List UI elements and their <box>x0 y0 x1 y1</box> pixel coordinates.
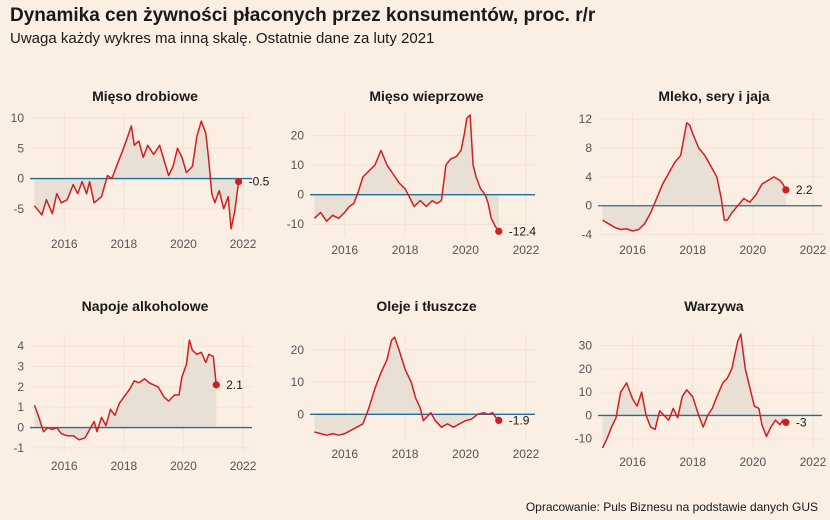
y-tick-label: -1 <box>13 441 24 455</box>
end-point <box>782 418 790 427</box>
y-tick-label: 2 <box>17 380 24 394</box>
y-tick-label: 3 <box>17 360 24 374</box>
panel-title: Mięso wieprzowe <box>369 88 484 104</box>
series-line <box>602 122 787 232</box>
end-point <box>495 416 503 425</box>
x-tick-label: 2018 <box>111 459 138 473</box>
y-tick-label: 20 <box>579 362 593 376</box>
end-value-label: -3 <box>796 415 807 429</box>
x-tick-label: 2022 <box>513 447 540 461</box>
end-value-label: -1.9 <box>509 413 530 427</box>
x-tick-label: 2016 <box>51 237 78 251</box>
series-line <box>313 114 500 232</box>
x-tick-label: 2022 <box>230 459 257 473</box>
y-tick-label: -10 <box>287 217 305 231</box>
series-area <box>314 115 499 232</box>
panel-5: Oleje i tłuszcze -1.9 0 10 20 2016 2018 2020 202… <box>291 298 540 461</box>
chart-subtitle: Uwaga każdy wykres ma inną skalę. Ostatn… <box>10 30 435 47</box>
panel-3: Mleko, sery i jaja 2.2 -4 0 4 8 12 2016 2018 2020… <box>579 88 827 257</box>
y-tick-label: 20 <box>291 343 305 357</box>
y-tick-label: 12 <box>579 112 593 126</box>
x-tick-label: 2020 <box>170 459 197 473</box>
y-tick-label: 10 <box>291 158 305 172</box>
source-caption: Opracowanie: Puls Biznesu na podstawie d… <box>525 500 818 514</box>
y-tick-label: 0 <box>297 407 304 421</box>
x-tick-label: 2016 <box>331 243 358 257</box>
x-tick-label: 2018 <box>111 237 138 251</box>
x-tick-label: 2018 <box>392 447 419 461</box>
y-tick-label: 4 <box>585 170 592 184</box>
end-point <box>495 227 503 235</box>
chart-title: Dynamika cen żywności płaconych przez ko… <box>10 5 596 26</box>
end-value-label: -12.4 <box>509 224 537 238</box>
y-tick-label: 1 <box>17 400 24 414</box>
y-tick-label: 0 <box>297 188 304 202</box>
y-tick-label: 0 <box>585 408 592 422</box>
x-tick-label: 2020 <box>739 455 766 469</box>
panel-2: Mięso wieprzowe -12.4 -10 0 10 20 2016 2018 2020… <box>287 88 540 257</box>
panel-6: Warzywa -3 -10 0 10 20 30 2016 2018 2020 2022 <box>575 298 827 469</box>
y-tick-label: 30 <box>579 339 593 353</box>
y-tick-label: 10 <box>11 111 25 125</box>
series-area <box>34 121 239 229</box>
end-point <box>234 177 243 186</box>
end-value-label: 2.1 <box>226 378 243 392</box>
x-tick-label: 2020 <box>452 447 479 461</box>
x-tick-label: 2016 <box>331 447 358 461</box>
series-area <box>314 337 499 436</box>
x-tick-label: 2020 <box>170 237 197 251</box>
y-tick-label: 8 <box>585 141 592 155</box>
end-value-label: 2.2 <box>796 183 813 197</box>
x-tick-label: 2016 <box>619 455 646 469</box>
x-tick-label: 2022 <box>230 237 257 251</box>
end-point <box>782 186 790 194</box>
series-area <box>34 340 217 440</box>
x-tick-label: 2022 <box>800 243 827 257</box>
end-point <box>212 381 220 389</box>
panel-title: Mięso drobiowe <box>92 88 198 104</box>
panel-title: Mleko, sery i jaja <box>658 88 769 104</box>
y-tick-label: -4 <box>581 228 592 242</box>
y-tick-label: 0 <box>17 172 24 186</box>
x-tick-label: 2022 <box>513 243 540 257</box>
x-tick-label: 2018 <box>392 243 419 257</box>
x-tick-label: 2020 <box>739 243 766 257</box>
y-tick-label: 5 <box>17 141 24 155</box>
x-tick-label: 2018 <box>679 243 706 257</box>
series-line <box>33 339 217 441</box>
y-tick-label: 4 <box>17 339 24 353</box>
series-line <box>33 120 240 230</box>
y-tick-label: -5 <box>13 202 24 216</box>
panel-title: Oleje i tłuszcze <box>376 298 477 314</box>
x-tick-label: 2016 <box>619 243 646 257</box>
series-line <box>601 333 787 449</box>
y-tick-label: 0 <box>585 199 592 213</box>
panel-4: Napoje alkoholowe 2.1 -1 0 1 2 3 4 2016 2018 2020 2… <box>13 298 256 473</box>
x-tick-label: 2016 <box>51 459 78 473</box>
end-value-label: -0.5 <box>249 175 270 189</box>
panel-1: Mięso drobiowe -0.5 -5 0 5 10 2016 2018 2020 2022 <box>11 88 270 251</box>
series-line <box>314 336 500 436</box>
y-tick-label: -10 <box>575 432 593 446</box>
y-tick-label: 10 <box>291 375 305 389</box>
x-tick-label: 2022 <box>800 455 827 469</box>
y-tick-label: 0 <box>17 421 24 435</box>
panel-title: Napoje alkoholowe <box>82 298 209 314</box>
x-tick-label: 2018 <box>679 455 706 469</box>
x-tick-label: 2020 <box>452 243 479 257</box>
panel-title: Warzywa <box>684 298 744 314</box>
y-tick-label: 20 <box>291 129 305 143</box>
y-tick-label: 10 <box>579 385 593 399</box>
